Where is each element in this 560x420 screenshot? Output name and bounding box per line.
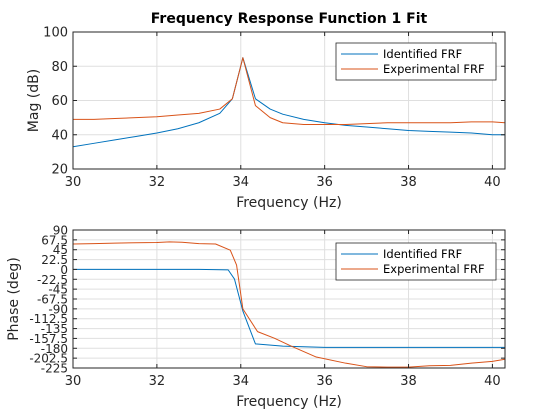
x-tick-label: 40 [484, 374, 501, 389]
y-tick-label: -22.5 [37, 273, 68, 287]
x-tick-label: 36 [316, 175, 333, 190]
y-tick-label: 67.5 [41, 233, 68, 247]
y-tick-label: -45 [48, 283, 68, 297]
series-line-identified-frf [73, 268, 505, 348]
x-tick-label: 40 [484, 175, 501, 190]
y-tick-label: 100 [43, 26, 68, 41]
y-tick-label: 80 [51, 60, 68, 75]
legend-entry-label: Identified FRF [383, 247, 462, 261]
y-tick-label: 40 [51, 128, 68, 143]
y-tick-label: -135 [41, 322, 68, 336]
x-tick-label: 34 [232, 175, 249, 190]
x-tick-label: 32 [149, 374, 166, 389]
series-line-experimental-frf [73, 57, 506, 125]
legend-box [335, 42, 497, 81]
y-tick-label: 45 [53, 243, 68, 257]
legend-box [335, 242, 497, 281]
chart-title: Frequency Response Function 1 Fit [151, 11, 428, 27]
y-tick-label: -90 [48, 302, 68, 316]
y-tick-label: 90 [53, 224, 68, 238]
x-tick-label: 30 [65, 175, 82, 190]
y-tick-label: -225 [41, 362, 68, 376]
chart-panel-1: 30 32 34 36 38 40 20 40 60 80 100 Frequency (Hz) Mag… [26, 11, 506, 211]
x-tick-label: 36 [316, 374, 333, 389]
x-tick-label: 38 [400, 374, 417, 389]
y-tick-label: -67.5 [37, 293, 68, 307]
x-tick-label: 30 [65, 374, 82, 389]
y-tick-label: -157.5 [29, 332, 68, 346]
y-axis-label: Phase (deg) [6, 257, 22, 341]
x-tick-label: 34 [232, 374, 249, 389]
y-tick-label: 20 [51, 163, 68, 178]
legend-entry-label: Experimental FRF [383, 62, 485, 76]
series-line-identified-frf [72, 57, 505, 148]
x-tick-label: 38 [400, 175, 417, 190]
y-tick-label: 22.5 [41, 253, 68, 267]
y-tick-label: -180 [41, 342, 68, 356]
y-tick-label: 0 [60, 263, 68, 277]
legend-entry-label: Identified FRF [383, 47, 462, 61]
x-axis-label: Frequency (Hz) [236, 195, 342, 211]
legend-entry-label: Experimental FRF [383, 262, 485, 276]
y-tick-label: -202.5 [29, 352, 68, 366]
y-tick-label: -112.5 [29, 312, 68, 326]
chart-panel-2: 30 32 34 36 38 40 9067.54522.50-22.5-45-67.5-9… [6, 224, 506, 410]
x-tick-label: 32 [149, 175, 166, 190]
x-axis-label: Frequency (Hz) [236, 394, 342, 410]
y-axis-label: Mag (dB) [26, 69, 42, 132]
y-tick-label: 60 [51, 94, 68, 109]
series-line-experimental-frf [72, 241, 506, 368]
